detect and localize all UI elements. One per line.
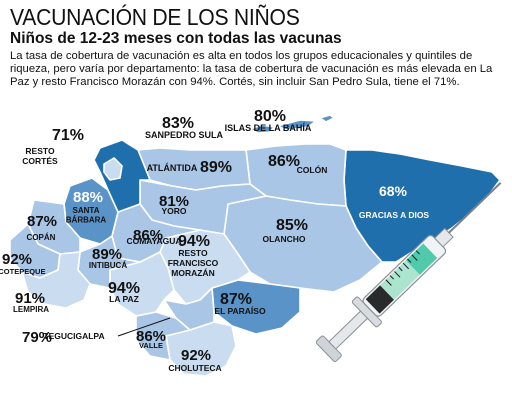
label-colon: COLÓN bbox=[297, 164, 328, 175]
label-ocotepeque: OCOTEPEQUE bbox=[0, 267, 45, 276]
region-valle bbox=[135, 311, 191, 361]
pct-tegucigalpa: 79% bbox=[22, 329, 52, 346]
pct-yoro: 81% bbox=[159, 193, 189, 210]
pct-la-paz: 94% bbox=[108, 280, 140, 297]
label-el-paraiso: EL PARAÍSO bbox=[214, 306, 266, 316]
label-comayagua: COMAYAGUA bbox=[126, 236, 181, 246]
page-subtitle: Niños de 12-23 meses con todas las vacun… bbox=[10, 30, 342, 47]
pct-ocotepeque: 92% bbox=[2, 251, 32, 268]
label-choluteca: CHOLUTECA bbox=[168, 363, 221, 373]
pct-intibuca: 89% bbox=[92, 246, 122, 263]
region-lempira bbox=[21, 251, 91, 309]
region-el-paraiso bbox=[211, 279, 301, 335]
label-copan: COPÁN bbox=[27, 233, 56, 242]
pct-santa-barbara: 88% bbox=[73, 189, 103, 206]
region-islas-de-la-bahia bbox=[249, 124, 275, 134]
pct-islas-de-la-bahia: 80% bbox=[254, 108, 286, 125]
region-tegucigalpa bbox=[163, 287, 215, 331]
pct-resto-francisco-morazan: 94% bbox=[178, 233, 210, 250]
island-roatan bbox=[277, 119, 317, 131]
pct-colon: 86% bbox=[268, 153, 300, 170]
pct-lempira: 91% bbox=[15, 290, 45, 307]
pct-el-paraiso: 87% bbox=[220, 291, 252, 308]
region-resto-cortes bbox=[93, 139, 151, 213]
label-yoro: YORO bbox=[161, 206, 186, 216]
page-title: VACUNACIÓN DE LOS NIÑOS bbox=[10, 4, 300, 30]
pct-copan: 87% bbox=[27, 213, 57, 230]
description: La tasa de cobertura de vacunación es al… bbox=[10, 50, 493, 89]
label-olancho: OLANCHO bbox=[263, 234, 306, 244]
label-atlantida: ATLÁNTIDA bbox=[147, 163, 198, 173]
region-san-pedro-sula bbox=[103, 157, 123, 181]
pct-choluteca: 92% bbox=[181, 347, 211, 364]
island-guanaja bbox=[319, 114, 335, 123]
label-la-paz: LA PAZ bbox=[109, 294, 139, 304]
map-labels: 83%SANPEDRO SULA 71% RESTO CORTÉS 80%ISLAS D… bbox=[0, 108, 429, 373]
label-lempira: LEMPIRA bbox=[13, 305, 49, 314]
label-santa-barbara: SANTA BÁRBARA bbox=[66, 206, 107, 225]
label-islas-de-la-bahia: ISLAS DE LA BAHÍA bbox=[225, 123, 312, 133]
header: VACUNACIÓN DE LOS NIÑOS Niños de 12-23 m… bbox=[10, 4, 504, 90]
label-tegucigalpa: TEGUCIGALPA bbox=[43, 331, 104, 341]
tegucigalpa-leader-line bbox=[117, 317, 171, 337]
label-intibuca: INTIBUCÁ bbox=[89, 261, 127, 270]
label-gracias-a-dios: GRACIAS A DIOS bbox=[359, 210, 430, 220]
pct-atlantida: 89% bbox=[200, 159, 232, 176]
label-resto-cortes: RESTO CORTÉS bbox=[22, 146, 58, 166]
label-resto-francisco-morazan: RESTO FRANCISCO MORAZÁN bbox=[168, 248, 219, 278]
pct-olancho: 85% bbox=[276, 217, 308, 234]
pct-valle: 86% bbox=[136, 328, 166, 345]
pct-sanpedro-sula: 83% bbox=[162, 115, 194, 132]
pct-resto-cortes: 71% bbox=[52, 127, 84, 144]
label-sanpedro-sula: SANPEDRO SULA bbox=[145, 130, 224, 140]
pct-comayagua: 86% bbox=[133, 227, 163, 244]
syringe-illustration bbox=[315, 182, 502, 362]
pct-gracias-a-dios: 68% bbox=[379, 183, 408, 199]
label-valle: VALLE bbox=[139, 341, 163, 350]
